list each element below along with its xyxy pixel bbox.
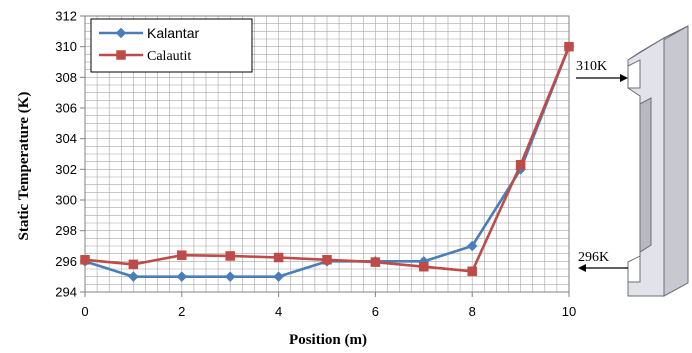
- data-point-kalantar: [466, 240, 478, 252]
- y-tick-label: 296: [55, 254, 77, 269]
- y-tick-label: 312: [55, 9, 77, 24]
- data-point-kalantar: [224, 271, 236, 283]
- duct-inner-channel: [639, 97, 652, 253]
- y-tick-label: 302: [55, 162, 77, 177]
- axes: [84, 15, 570, 293]
- annotation-296k-text: 296K: [578, 250, 609, 265]
- legend: Kalantar Calautit: [90, 18, 253, 73]
- data-point-calautit: [273, 252, 284, 263]
- annotation-310k-arrowhead: [620, 74, 628, 82]
- legend-swatch-marker: [116, 50, 126, 60]
- y-tick-label: 294: [55, 285, 77, 300]
- data-point-calautit: [370, 257, 381, 267]
- x-tick-label: 8: [469, 304, 476, 319]
- x-tick-label: 6: [372, 304, 379, 319]
- y-tick-label: 304: [55, 131, 77, 146]
- data-point-calautit: [80, 255, 90, 265]
- y-tick-label: 310: [55, 39, 77, 54]
- annotation-310k: 310K: [576, 59, 628, 82]
- x-tick-label: 0: [81, 304, 88, 319]
- series-layer: [79, 41, 575, 283]
- data-point-calautit: [564, 41, 574, 52]
- x-tick-labels: 0 2 4 6 8 10: [81, 292, 576, 319]
- legend-item-calautit: Calautit: [99, 49, 191, 64]
- legend-item-kalantar: Kalantar: [99, 25, 199, 41]
- y-tick-label: 298: [55, 223, 77, 238]
- data-point-calautit: [177, 250, 187, 260]
- data-point-calautit: [515, 159, 526, 170]
- data-point-calautit: [419, 261, 429, 272]
- duct-right-face: [663, 25, 689, 297]
- series-calautit: [80, 41, 574, 277]
- data-point-calautit: [467, 266, 477, 277]
- data-point-kalantar: [128, 271, 139, 283]
- duct-illustration: [627, 25, 689, 297]
- annotation-296k: 296K: [578, 250, 628, 272]
- x-tick-label: 4: [275, 304, 282, 319]
- x-axis-title: Position (m): [289, 332, 367, 348]
- legend-label: Calautit: [147, 49, 191, 64]
- legend-box: [90, 18, 253, 73]
- legend-swatch-marker: [115, 27, 127, 39]
- y-tick-labels: 294 296 298 300 302 304 306 308 310 312: [55, 9, 85, 300]
- duct-bottom-outlet: [627, 255, 641, 283]
- plot-area-border: [84, 15, 570, 293]
- y-axis-title: Static Temperature (K): [16, 92, 32, 241]
- data-point-kalantar: [273, 271, 284, 283]
- y-tick-label: 308: [55, 70, 77, 85]
- annotation-296k-arrowhead: [578, 264, 586, 272]
- data-point-calautit: [225, 251, 235, 261]
- data-point-kalantar: [176, 271, 188, 283]
- x-tick-label: 2: [178, 304, 185, 319]
- data-point-calautit: [322, 255, 332, 265]
- y-tick-label: 306: [55, 101, 77, 116]
- annotation-310k-text: 310K: [576, 59, 607, 74]
- x-tick-label: 10: [562, 304, 576, 319]
- legend-label: Kalantar: [147, 25, 199, 41]
- data-point-calautit: [128, 259, 139, 270]
- y-tick-label: 300: [55, 193, 77, 208]
- duct-top-inlet: [627, 59, 641, 89]
